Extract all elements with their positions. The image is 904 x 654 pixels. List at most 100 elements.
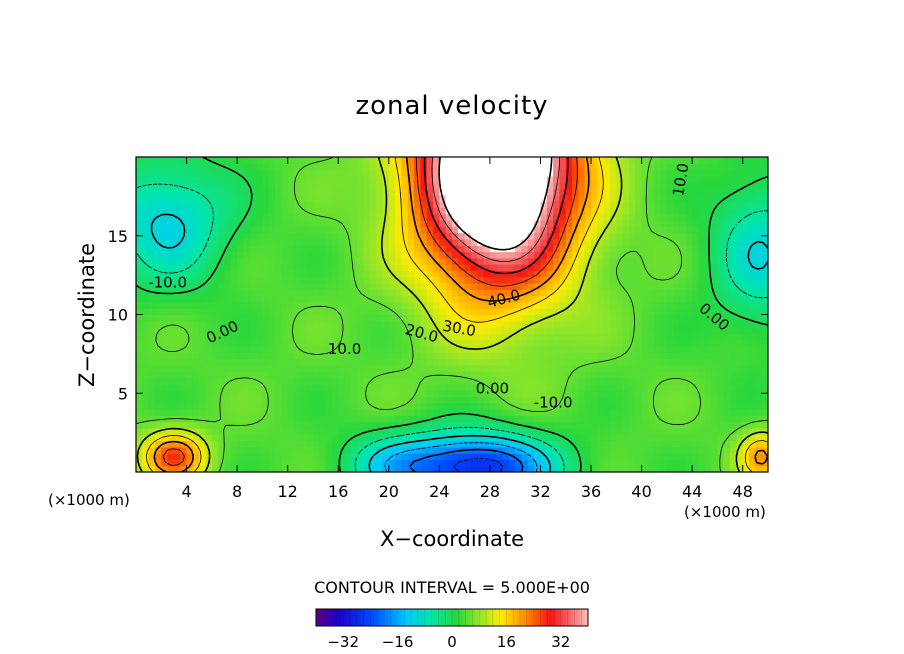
heatmap-cell [464, 194, 472, 202]
heatmap-cell [502, 327, 510, 334]
heatmap-cell [262, 238, 270, 246]
heatmap-cell [736, 364, 744, 372]
heatmap-cell [167, 327, 175, 334]
heatmap-cell [414, 327, 421, 334]
heatmap-cell [363, 251, 371, 259]
heatmap-cell [154, 283, 162, 290]
heatmap-cell [641, 339, 649, 347]
heatmap-cell [711, 194, 719, 202]
heatmap-cell [534, 352, 542, 360]
heatmap-cell [565, 459, 573, 467]
heatmap-cell [426, 301, 434, 309]
heatmap-cell [199, 364, 207, 372]
heatmap-cell [622, 371, 630, 379]
heatmap-cell [426, 194, 434, 202]
heatmap-cell [679, 201, 687, 208]
heatmap-cell [142, 188, 150, 196]
heatmap-cell [515, 415, 523, 423]
heatmap-cell [534, 157, 542, 164]
heatmap-cell [382, 352, 390, 360]
heatmap-cell [369, 175, 377, 183]
heatmap-cell [679, 333, 687, 341]
heatmap-cell [344, 421, 352, 429]
heatmap-cell [730, 188, 737, 196]
heatmap-cell [350, 364, 358, 372]
heatmap-cell [755, 188, 763, 196]
heatmap-cell [736, 339, 744, 347]
heatmap-cell [230, 390, 238, 397]
heatmap-cell [199, 169, 207, 177]
heatmap-cell [736, 226, 744, 234]
heatmap-cell [660, 157, 668, 164]
heatmap-cell [534, 371, 542, 379]
heatmap-cell [306, 459, 314, 467]
heatmap-cell [603, 308, 611, 316]
heatmap-cell [477, 402, 485, 410]
heatmap-cell [679, 182, 687, 190]
heatmap-cell [331, 245, 339, 253]
heatmap-cell [180, 245, 188, 253]
heatmap-cell [306, 182, 314, 190]
heatmap-cell [515, 377, 523, 385]
heatmap-cell [401, 289, 409, 297]
heatmap-cell [420, 327, 428, 334]
heatmap-cell [287, 175, 295, 183]
heatmap-cell [641, 446, 649, 454]
heatmap-cell [610, 434, 617, 442]
heatmap-cell [521, 421, 529, 429]
heatmap-cell [660, 232, 668, 240]
heatmap-cell [331, 333, 339, 341]
heatmap-cell [426, 402, 434, 410]
heatmap-cell [268, 440, 276, 448]
heatmap-cell [647, 264, 655, 271]
heatmap-cell [154, 377, 162, 385]
heatmap-cell [565, 390, 573, 397]
heatmap-cell [237, 327, 245, 334]
heatmap-cell [426, 163, 434, 171]
heatmap-cell [698, 213, 706, 221]
heatmap-cell [154, 421, 162, 429]
heatmap-cell [268, 213, 276, 221]
heatmap-cell [300, 320, 308, 328]
heatmap-cell [616, 251, 624, 259]
heatmap-cell [483, 421, 491, 429]
heatmap-cell [306, 220, 314, 227]
heatmap-cell [685, 289, 693, 297]
heatmap-cell [445, 339, 453, 347]
heatmap-cell [673, 440, 681, 448]
heatmap-cell [622, 333, 630, 341]
heatmap-cell [192, 427, 200, 435]
heatmap-cell [597, 213, 605, 221]
heatmap-cell [256, 213, 263, 221]
heatmap-cell [572, 163, 579, 171]
heatmap-cell [382, 346, 390, 353]
heatmap-cell [262, 308, 270, 316]
heatmap-cell [622, 175, 630, 183]
heatmap-cell [281, 245, 289, 253]
heatmap-cell [591, 232, 598, 240]
heatmap-cell [673, 264, 681, 271]
heatmap-cell [692, 301, 700, 309]
heatmap-cell [180, 358, 188, 366]
heatmap-cell [761, 409, 768, 416]
heatmap-cell [369, 257, 377, 265]
heatmap-cell [388, 308, 396, 316]
heatmap-cell [439, 446, 447, 454]
heatmap-cell [673, 283, 681, 290]
heatmap-cell [180, 295, 188, 303]
heatmap-cell [350, 465, 358, 472]
heatmap-cell [572, 364, 579, 372]
heatmap-cell [559, 358, 567, 366]
heatmap-cell [692, 194, 700, 202]
heatmap-cell [262, 213, 270, 221]
heatmap-cell [161, 320, 169, 328]
heatmap-cell [616, 232, 624, 240]
heatmap-cell [666, 276, 674, 284]
heatmap-cell [186, 434, 194, 442]
heatmap-cell [591, 188, 598, 196]
heatmap-cell [597, 402, 605, 410]
heatmap-cell [723, 232, 731, 240]
heatmap-cell [610, 226, 617, 234]
heatmap-cell [388, 377, 396, 385]
heatmap-cell [439, 270, 447, 278]
